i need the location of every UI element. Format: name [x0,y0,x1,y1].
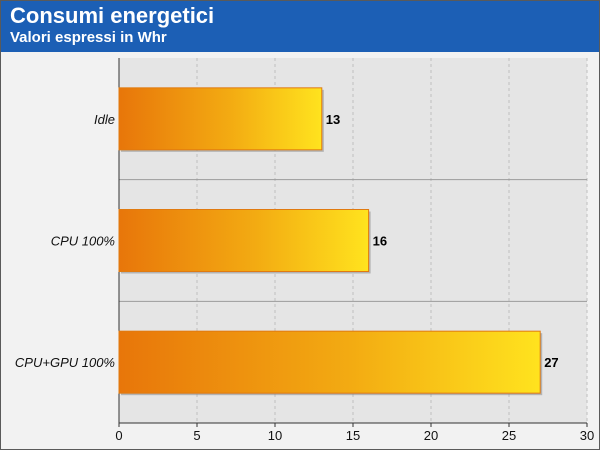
x-tick-label-2: 10 [268,428,282,443]
chart-header: Consumi energetici Valori espressi in Wh… [1,1,599,52]
chart-title: Consumi energetici [10,3,215,28]
x-tick-label-6: 30 [580,428,594,443]
value-label-2: 27 [544,355,558,370]
x-tick-label-3: 15 [346,428,360,443]
bar-1 [118,209,370,272]
chart-subtitle: Valori espressi in Whr [10,29,167,46]
x-tick-label-4: 20 [424,428,438,443]
category-label-2: CPU+GPU 100% [15,355,115,370]
x-tick-label-0: 0 [115,428,122,443]
x-tick-label-5: 25 [502,428,516,443]
bar-0 [118,87,323,151]
bar-2 [118,330,541,394]
value-label-0: 13 [326,112,340,127]
x-tick-label-1: 5 [193,428,200,443]
value-label-1: 16 [373,234,387,249]
category-label-1: CPU 100% [51,234,115,249]
category-label-0: Idle [94,112,115,127]
